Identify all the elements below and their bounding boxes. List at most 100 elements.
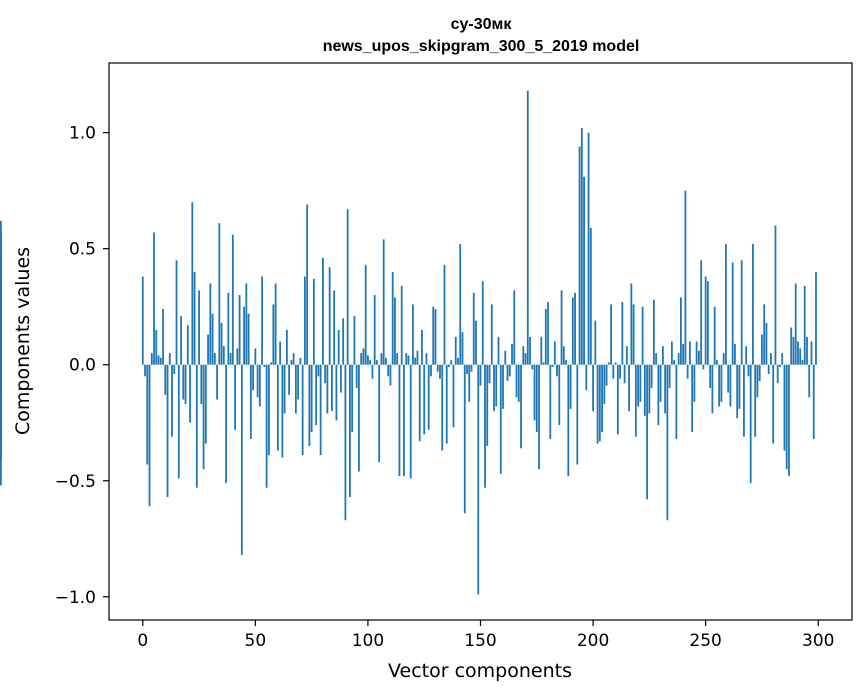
bar-121	[414, 357, 417, 365]
bar-83	[328, 267, 331, 365]
plot-frame	[108, 62, 853, 621]
bar-20	[186, 325, 189, 365]
bar-250	[704, 276, 707, 365]
bar-78	[317, 364, 320, 377]
bar-94	[353, 315, 356, 365]
bar-222	[641, 306, 644, 365]
bar-145	[468, 364, 471, 402]
bar-54	[263, 364, 266, 368]
bar-107	[382, 239, 385, 365]
bar-91	[346, 209, 349, 365]
bars-group	[0, 90, 817, 595]
bar-144	[466, 364, 468, 374]
bar-37	[225, 364, 227, 484]
bar-120	[412, 304, 414, 365]
bar-256	[718, 364, 721, 407]
bar-128	[430, 364, 432, 377]
bar-96	[358, 364, 360, 472]
bar-72	[303, 276, 306, 365]
bar-279	[770, 353, 772, 365]
bar-115	[400, 285, 403, 365]
bar-75	[310, 364, 313, 433]
bar-281	[774, 225, 777, 365]
bar-226	[650, 364, 653, 388]
bar-185	[558, 364, 561, 426]
bar-135	[445, 364, 448, 444]
bar-131	[436, 364, 439, 372]
bar-48	[249, 364, 252, 439]
bar-210	[614, 362, 617, 365]
bar-269	[747, 364, 750, 377]
bar-27	[202, 364, 205, 470]
bar-278	[767, 364, 770, 374]
bar-249	[702, 364, 705, 370]
bar-177	[540, 336, 543, 365]
bar-180	[547, 302, 549, 365]
bar-219	[634, 364, 637, 437]
bar-233	[666, 364, 669, 521]
bar-237	[675, 364, 678, 439]
bar-46	[245, 283, 248, 365]
bar-146	[470, 364, 473, 372]
bar-25	[198, 290, 200, 365]
bar-267	[743, 364, 745, 437]
bar-220	[637, 364, 640, 407]
bar-164	[511, 343, 513, 365]
bar-111	[391, 271, 394, 365]
bar-52	[258, 364, 261, 407]
bar-16	[177, 364, 180, 479]
bar-32	[213, 353, 216, 365]
bar-199	[589, 227, 592, 365]
bar-159	[499, 364, 502, 474]
bar-291	[797, 341, 799, 365]
bar-138	[452, 364, 455, 428]
bar-155	[490, 304, 493, 365]
bar-287	[788, 364, 790, 477]
bar-203	[598, 364, 601, 442]
bar-143	[463, 364, 466, 514]
bar-88	[340, 364, 342, 393]
bar-101	[369, 360, 372, 365]
bar-158	[497, 336, 500, 365]
y-tick-label: 0.5	[69, 240, 96, 260]
bar-77	[315, 364, 318, 426]
bar-110	[389, 364, 392, 386]
bar-292	[799, 348, 802, 365]
bar-284	[781, 353, 784, 365]
bar-297	[810, 341, 813, 365]
bar-44	[240, 364, 243, 556]
bar-114	[398, 364, 401, 477]
bar-undefined	[0, 264, 2, 365]
bar-64	[285, 329, 288, 365]
bar-87	[337, 329, 340, 365]
bar-298	[812, 364, 815, 439]
bar-225	[648, 364, 651, 414]
bar-163	[508, 364, 511, 377]
bar-0	[141, 276, 144, 365]
bar-169	[522, 346, 525, 365]
bar-57	[270, 362, 273, 365]
x-tick-label: 150	[464, 631, 496, 651]
bar-243	[688, 341, 691, 365]
bar-17	[180, 315, 182, 365]
bar-24	[195, 364, 198, 488]
bar-257	[720, 364, 723, 402]
bar-142	[461, 332, 464, 365]
bar-1	[144, 364, 146, 377]
bar-288	[790, 327, 793, 365]
y-tick-label: −0.5	[55, 472, 96, 492]
bar-65	[288, 364, 291, 395]
x-tick-label: 250	[689, 631, 721, 651]
bar-274	[758, 364, 761, 381]
bar-271	[752, 244, 754, 365]
bar-160	[502, 364, 504, 409]
bar-178	[542, 362, 545, 365]
bar-270	[749, 364, 752, 484]
y-ticks: −1.0 −0.5 0.0 0.5 1.0	[55, 124, 109, 608]
bar-106	[380, 353, 383, 365]
bar-84	[331, 364, 333, 412]
bar-266	[740, 260, 743, 365]
bar-9	[162, 309, 164, 365]
bar-148	[475, 320, 477, 365]
